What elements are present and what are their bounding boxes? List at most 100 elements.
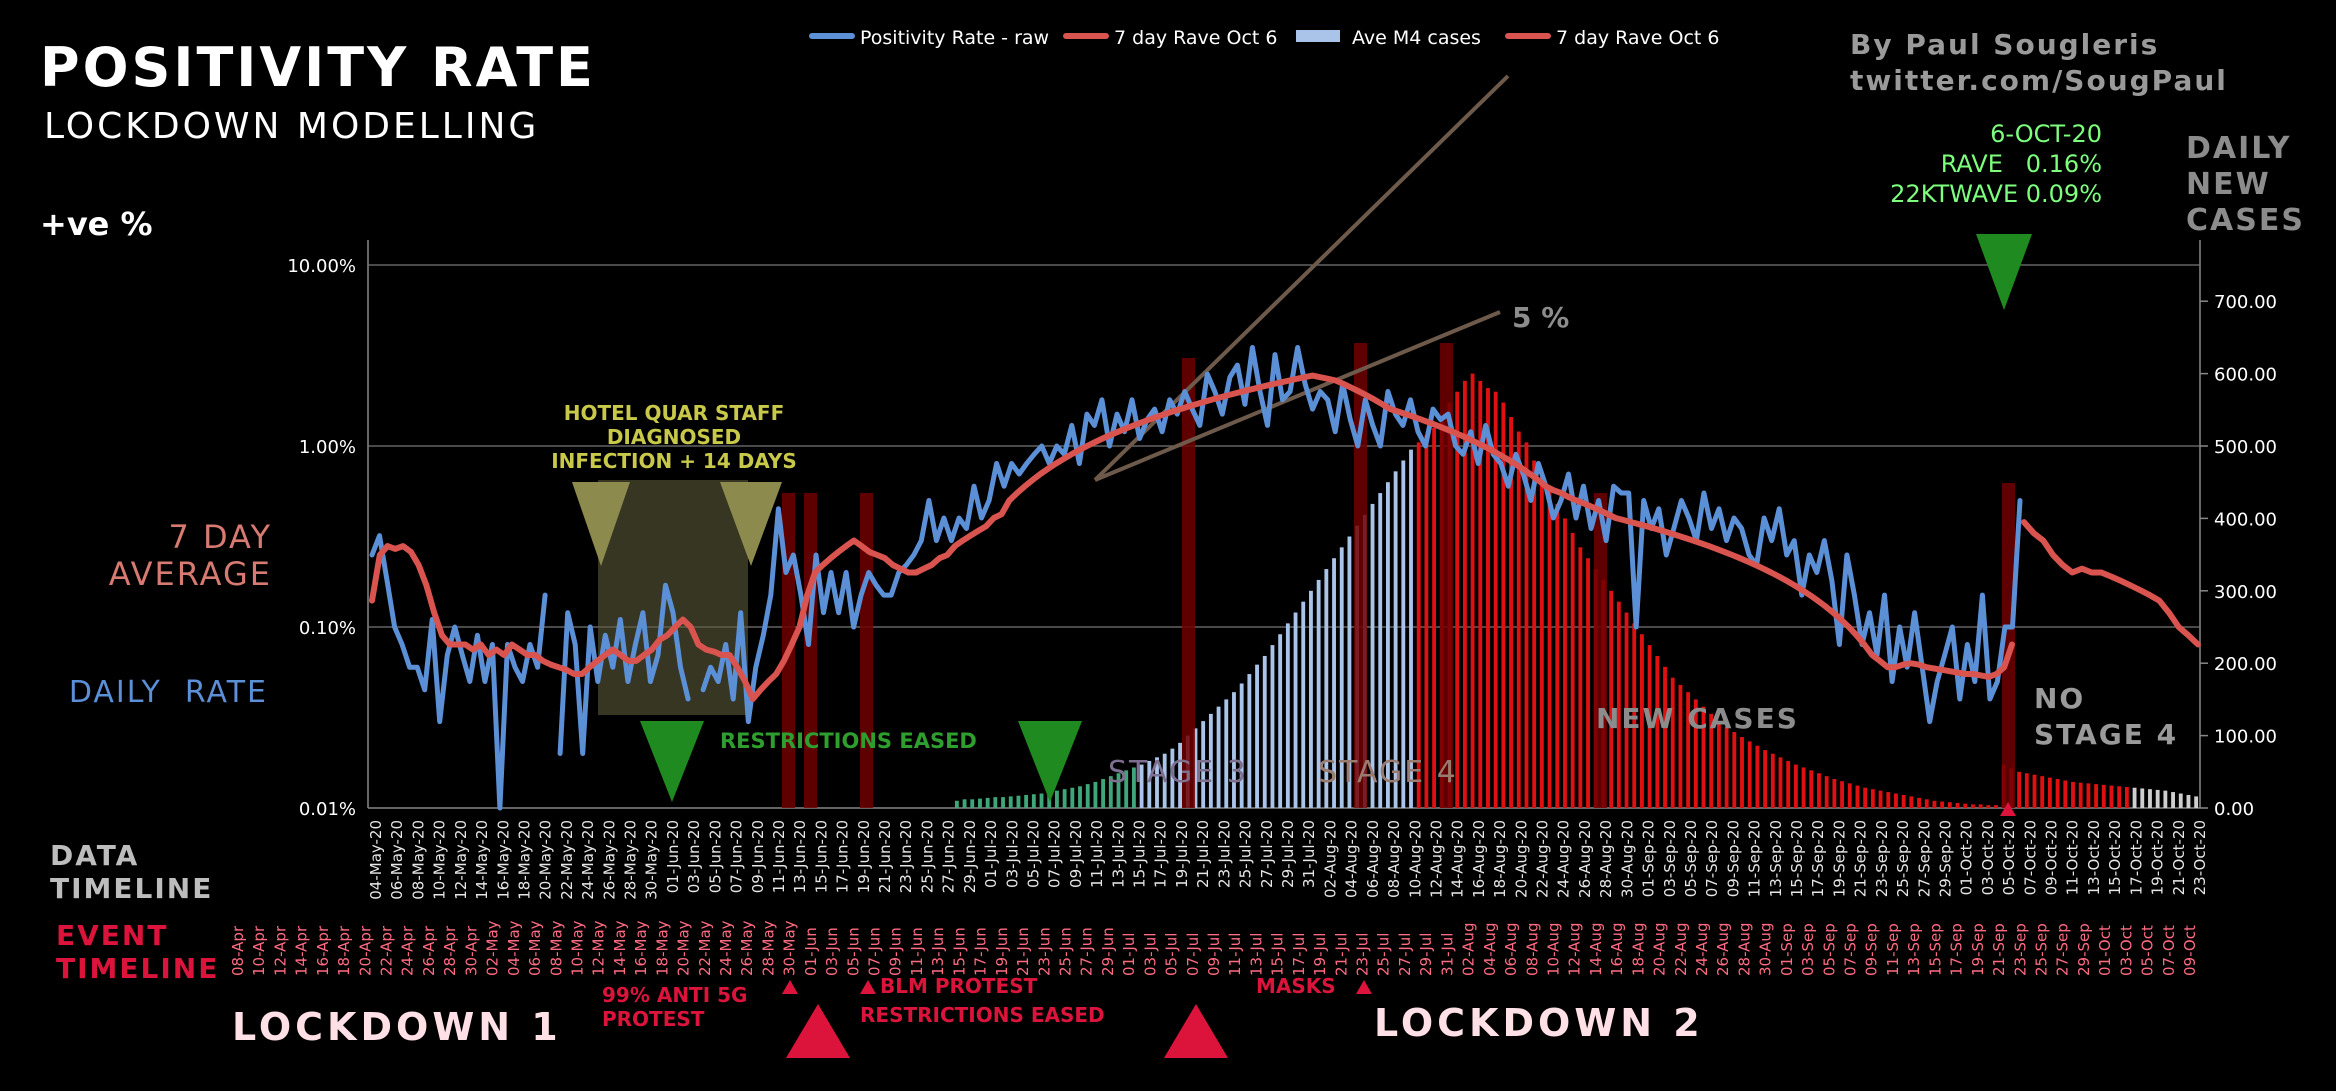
case-bar bbox=[2163, 790, 2168, 808]
restrictions-triangle-1 bbox=[640, 721, 704, 802]
data-timeline-tick-label: 20-Aug-20 bbox=[1512, 820, 1530, 898]
event-timeline-tick-label: 05-Oct bbox=[2139, 925, 2157, 976]
event-timeline-tick-label: 01-Sep bbox=[1778, 923, 1796, 976]
data-timeline-tick-label: 01-Jun-20 bbox=[664, 820, 682, 893]
case-bar bbox=[1678, 684, 1683, 808]
data-timeline-tick-label: 19-Jul-20 bbox=[1173, 820, 1191, 888]
case-bar bbox=[1724, 726, 1729, 808]
case-bar bbox=[1255, 664, 1259, 808]
data-timeline-tick-label: 19-Jun-20 bbox=[855, 820, 873, 893]
data-timeline-tick-label: 28-May-20 bbox=[622, 820, 640, 900]
case-bar bbox=[1131, 767, 1136, 808]
data-timeline-tick-label: 08-Aug-20 bbox=[1385, 820, 1403, 898]
event-timeline-tick-label: 26-May bbox=[738, 920, 756, 976]
case-bar bbox=[1824, 776, 1829, 808]
case-bar bbox=[1778, 757, 1783, 808]
data-timeline-tick-label: 25-Jul-20 bbox=[1237, 820, 1255, 888]
data-timeline-tick-label: 12-May-20 bbox=[452, 820, 470, 900]
event-timeline-tick-label: 10-Aug bbox=[1544, 923, 1562, 976]
data-timeline-tick-label: 11-Jul-20 bbox=[1088, 820, 1106, 888]
data-timeline-tick-label: 18-May-20 bbox=[515, 820, 533, 900]
stage3-label: STAGE 3 bbox=[1108, 755, 1248, 790]
case-bar bbox=[1855, 785, 1860, 808]
case-bar bbox=[978, 798, 982, 808]
hotel-annotation-line3: INFECTION + 14 DAYS bbox=[551, 449, 797, 473]
case-bar bbox=[962, 799, 967, 808]
case-bar bbox=[1524, 442, 1529, 808]
data-timeline-tick-label: 22-May-20 bbox=[558, 820, 576, 900]
trend-line-5pct bbox=[1094, 310, 1501, 482]
case-bar bbox=[2071, 781, 2075, 808]
event-timeline-tick-label: 15-Sep bbox=[1926, 923, 1944, 976]
data-timeline-tick-label: 21-Oct-20 bbox=[2170, 820, 2188, 895]
case-bar bbox=[1062, 789, 1067, 808]
data-timeline-tick-label: 16-May-20 bbox=[494, 820, 512, 900]
event-timeline-tick-label: 03-Jun bbox=[823, 927, 841, 976]
case-bar bbox=[1539, 474, 1544, 808]
data-timeline-tick-label: 07-Jun-20 bbox=[728, 820, 746, 893]
no-stage4-line1: NO bbox=[2034, 682, 2085, 715]
event-timeline-tick-label: 12-Apr bbox=[271, 925, 289, 976]
case-bar bbox=[1947, 802, 1952, 808]
stage4-label: STAGE 4 bbox=[1318, 755, 1458, 790]
event-timeline-tick-label: 07-Sep bbox=[1842, 923, 1860, 976]
case-bar bbox=[1986, 805, 1991, 808]
case-bar bbox=[1470, 373, 1475, 808]
case-bar bbox=[1763, 750, 1768, 808]
data-timeline-tick-label: 03-Oct-20 bbox=[1979, 820, 1997, 895]
event-timeline-tick-label: 01-Jun bbox=[802, 927, 820, 976]
case-bar bbox=[1339, 547, 1344, 808]
anti5g-line1: 99% ANTI 5G bbox=[602, 983, 747, 1007]
y-left-tick-label: 0.10% bbox=[299, 618, 356, 639]
case-bar bbox=[1886, 792, 1891, 808]
case-bar bbox=[1578, 547, 1583, 808]
event-timeline-tick-label: 10-May bbox=[568, 920, 586, 976]
event-timeline-tick-label: 28-Aug bbox=[1735, 923, 1753, 976]
data-timeline-tick-label: 13-Jul-20 bbox=[1109, 820, 1127, 888]
case-bar bbox=[1216, 706, 1221, 808]
hotel-quarantine-region bbox=[598, 480, 748, 715]
case-bar bbox=[1971, 804, 1975, 808]
data-timeline-tick-label: 22-Aug-20 bbox=[1534, 820, 1552, 898]
data-timeline-tick-label: 24-Aug-20 bbox=[1555, 820, 1573, 898]
event-timeline-tick-label: 05-Jul bbox=[1163, 933, 1181, 976]
case-bar bbox=[2017, 771, 2022, 808]
data-timeline-tick-label: 04-Aug-20 bbox=[1343, 820, 1361, 898]
case-bar bbox=[1378, 493, 1383, 808]
case-bar bbox=[1616, 601, 1621, 808]
hotel-annotation-line2: DIAGNOSED bbox=[607, 425, 741, 449]
data-timeline-tick-label: 23-Jun-20 bbox=[897, 820, 915, 893]
daily-new-cases-line3: CASES bbox=[2186, 203, 2305, 238]
event-timeline-tick-label: 09-Jul bbox=[1205, 933, 1223, 976]
case-bar bbox=[1563, 518, 1567, 808]
case-bar bbox=[1316, 579, 1321, 808]
case-bar bbox=[1239, 683, 1244, 808]
hotel-annotation-line1: HOTEL QUAR STAFF bbox=[564, 401, 785, 425]
case-bar bbox=[1647, 645, 1652, 808]
event-timeline-tick-label: 01-Jul bbox=[1120, 933, 1138, 976]
event-timeline-tick-label: 13-Jun bbox=[929, 927, 947, 976]
case-bar bbox=[2186, 794, 2191, 808]
case-bar bbox=[1208, 713, 1213, 808]
daily-rate-label: DAILY RATE bbox=[69, 675, 268, 710]
data-timeline-tick-label: 29-Jun-20 bbox=[961, 820, 979, 893]
event-arrow-icon bbox=[782, 980, 798, 994]
case-bar bbox=[1940, 801, 1945, 808]
case-bar bbox=[1670, 677, 1675, 808]
event-timeline-tick-label: 12-Aug bbox=[1566, 923, 1584, 976]
case-bar bbox=[1016, 795, 1021, 808]
case-bar bbox=[1278, 634, 1283, 808]
data-timeline-tick-label: 03-Sep-20 bbox=[1661, 820, 1679, 897]
data-timeline-tick-label: 10-May-20 bbox=[431, 820, 449, 900]
case-bar bbox=[1863, 787, 1868, 808]
event-timeline-tick-label: 11-Jul bbox=[1226, 933, 1244, 976]
y-right-tick-label: 500.00 bbox=[2214, 437, 2277, 458]
data-timeline-tick-label: 24-May-20 bbox=[579, 820, 597, 900]
legend-label-raw: Positivity Rate - raw bbox=[860, 27, 1049, 49]
legend-swatch-cases bbox=[1296, 30, 1340, 42]
case-bar bbox=[1401, 460, 1406, 808]
data-timeline-tick-label: 01-Sep-20 bbox=[1640, 820, 1658, 897]
y-right-tick-label: 300.00 bbox=[2214, 582, 2277, 603]
case-bar bbox=[1101, 779, 1106, 808]
case-bar bbox=[2063, 780, 2068, 808]
